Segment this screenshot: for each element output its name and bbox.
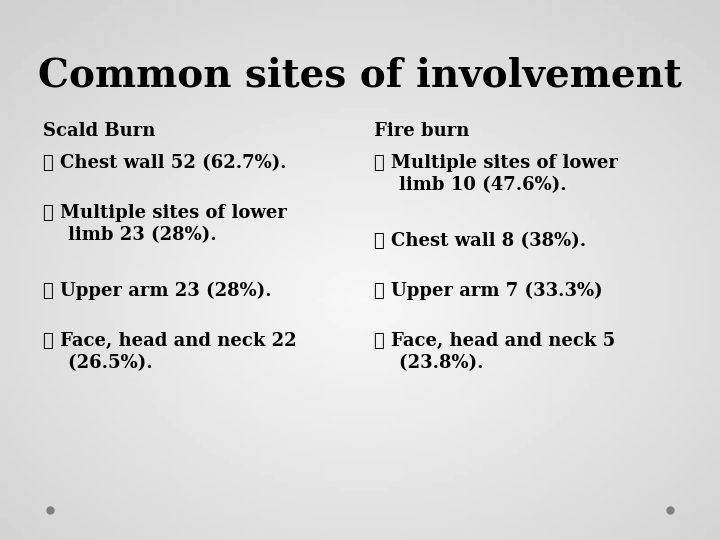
Text: ❖ Multiple sites of lower
    limb 23 (28%).: ❖ Multiple sites of lower limb 23 (28%). <box>43 204 287 244</box>
Text: ❖ Multiple sites of lower
    limb 10 (47.6%).: ❖ Multiple sites of lower limb 10 (47.6%… <box>374 154 618 194</box>
Text: ❖ Upper arm 7 (33.3%): ❖ Upper arm 7 (33.3%) <box>374 282 603 300</box>
Text: ❖ Chest wall 52 (62.7%).: ❖ Chest wall 52 (62.7%). <box>43 154 287 172</box>
Text: Common sites of involvement: Common sites of involvement <box>38 57 682 94</box>
Text: ❖ Upper arm 23 (28%).: ❖ Upper arm 23 (28%). <box>43 282 272 300</box>
Text: ❖ Face, head and neck 22
    (26.5%).: ❖ Face, head and neck 22 (26.5%). <box>43 332 297 372</box>
Text: Scald Burn: Scald Burn <box>43 122 156 139</box>
Text: Fire burn: Fire burn <box>374 122 469 139</box>
Text: ❖ Face, head and neck 5
    (23.8%).: ❖ Face, head and neck 5 (23.8%). <box>374 332 616 372</box>
Text: ❖ Chest wall 8 (38%).: ❖ Chest wall 8 (38%). <box>374 232 587 250</box>
